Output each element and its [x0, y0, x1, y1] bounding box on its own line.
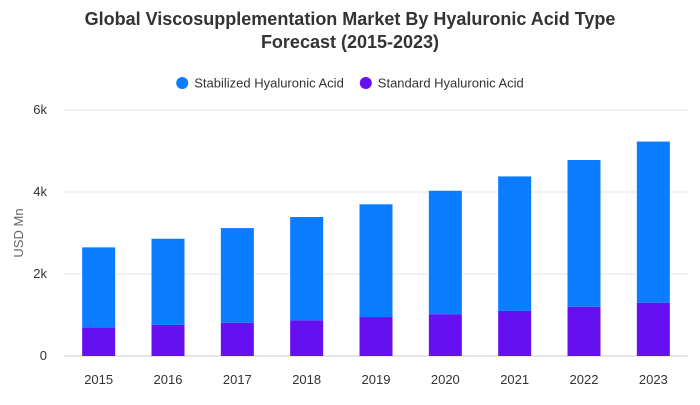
- x-axis-ticks: 2015 2016 2017 2018 2019 2020 2021 2022 2023: [84, 372, 668, 387]
- bar-segment: [498, 176, 532, 311]
- bar-segment: [428, 314, 462, 356]
- bar-segment: [567, 306, 601, 356]
- x-tick-label: 2021: [500, 372, 529, 387]
- bar-segment: [220, 228, 254, 323]
- bar-segment: [82, 247, 116, 328]
- bar-segment: [82, 327, 116, 356]
- bar-segment: [428, 190, 462, 315]
- x-tick-label: 2019: [362, 372, 391, 387]
- y-tick-label: 6k: [33, 102, 47, 117]
- bar-segment: [220, 322, 254, 356]
- bar-segment: [290, 320, 324, 356]
- bar-segment: [151, 324, 185, 356]
- chart-legend: Stabilized Hyaluronic Acid Standard Hyalu…: [176, 76, 524, 91]
- y-tick-label: 0: [40, 348, 47, 363]
- legend-label: Stabilized Hyaluronic Acid: [194, 76, 344, 91]
- chart-title-line-2: Forecast (2015-2023): [261, 32, 439, 52]
- legend-marker: [176, 77, 189, 89]
- bar-segment: [636, 302, 670, 356]
- bars-group: [82, 141, 670, 356]
- bar-segment: [151, 238, 185, 325]
- x-tick-label: 2023: [639, 372, 668, 387]
- x-tick-label: 2018: [292, 372, 321, 387]
- bar-segment: [498, 310, 532, 356]
- x-tick-label: 2015: [84, 372, 113, 387]
- x-tick-label: 2017: [223, 372, 252, 387]
- x-tick-label: 2022: [570, 372, 599, 387]
- y-axis-ticks: 0 2k 4k 6k: [33, 102, 47, 363]
- legend-marker: [359, 77, 372, 89]
- y-axis-label: USD Mn: [11, 208, 26, 257]
- bar-segment: [290, 217, 324, 321]
- x-tick-label: 2020: [431, 372, 460, 387]
- y-tick-label: 4k: [33, 184, 47, 199]
- legend-label: Standard Hyaluronic Acid: [378, 76, 524, 91]
- x-tick-label: 2016: [154, 372, 183, 387]
- bar-segment: [636, 141, 670, 303]
- chart-title-line-1: Global Viscosupplementation Market By Hy…: [85, 9, 616, 29]
- bar-segment: [567, 160, 601, 307]
- bar-segment: [359, 204, 393, 318]
- y-tick-label: 2k: [33, 266, 47, 281]
- bar-segment: [359, 317, 393, 356]
